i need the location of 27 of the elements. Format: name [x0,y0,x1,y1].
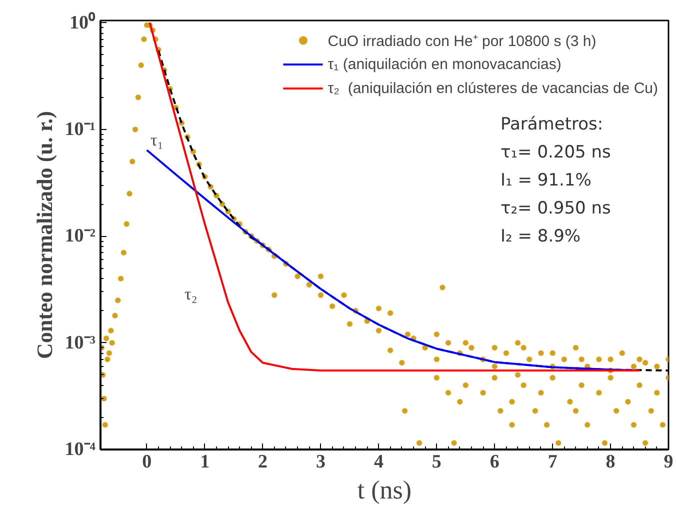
legend-label: CuO irradiado con He⁺ por 10800 s (3 h) [328,32,596,50]
x-tick-label: 8 [606,452,616,472]
annotation: τ₂= 0.950 ns [500,198,612,218]
y-tick-label: 10⁻¹ [64,118,96,140]
y-axis-title: Conteo normalizado (u. r.) [32,111,57,359]
legend-label: τ₁ (aniquilación en monovacancias) [328,56,562,72]
annotation: τ₁= 0.205 ns [500,142,612,162]
x-tick-label: 3 [316,452,326,472]
annotation: Parámetros: [500,114,604,134]
y-tick-label: 10⁻² [64,226,96,247]
x-tick-label: 0 [142,452,152,472]
x-tick-label: 1 [200,452,210,472]
x-axis-title: t (ns) [357,476,412,504]
annotation: I₁ = 91.1% [500,170,592,190]
y-tick-label: 10⁻⁴ [64,439,96,460]
annotation: τ₁ [150,130,164,150]
x-tick-label: 5 [432,452,442,472]
x-tick-label: 7 [548,452,558,472]
y-tick-label: 10⁰ [70,11,96,34]
x-tick-label: 6 [490,452,500,472]
x-tick-label: 4 [374,452,384,472]
x-tick-label: 2 [258,452,268,472]
legend-label: τ₂ (aniquilación en clústeres de vacancias de Cu) [328,80,658,96]
y-tick-label: 10⁻³ [64,332,96,354]
annotation: τ₂ [184,284,198,304]
annotation: I₂ = 8.9% [500,226,581,246]
x-tick-label: 9 [664,452,674,472]
